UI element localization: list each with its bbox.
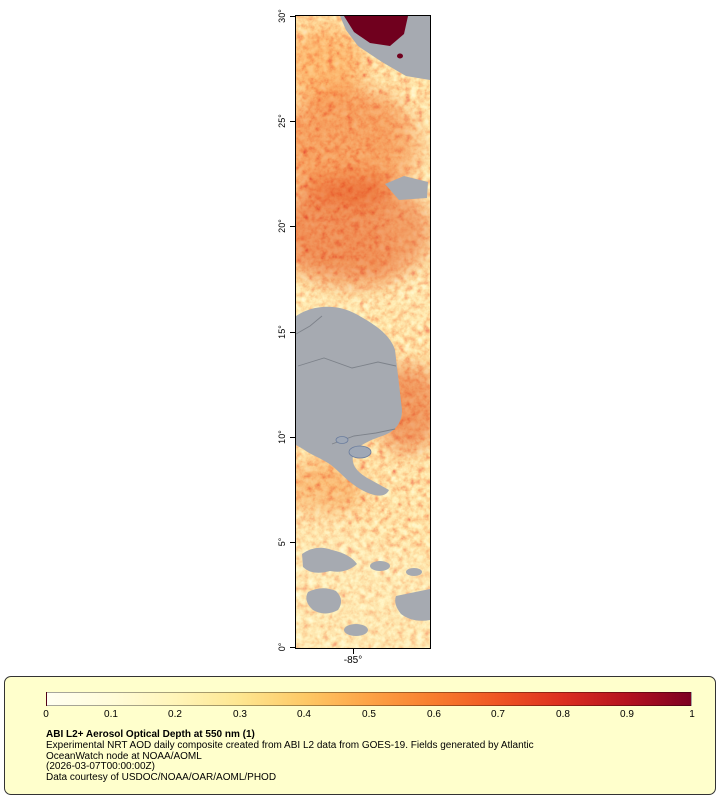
colorbar-tick-label: 0.6 bbox=[427, 709, 441, 720]
no-data-region bbox=[296, 16, 430, 636]
y-axis-label: 15° bbox=[277, 325, 287, 339]
y-axis-label: 25° bbox=[277, 114, 287, 128]
y-axis-label: 20° bbox=[277, 219, 287, 233]
colorbar-tick-label: 0.4 bbox=[297, 709, 311, 720]
legend-panel: 0 0.1 0.2 0.3 0.4 0.5 0.6 0.7 0.8 0.9 1 … bbox=[4, 676, 716, 795]
colorbar-tick-label: 0 bbox=[43, 709, 49, 720]
legend-title: ABI L2+ Aerosol Optical Depth at 550 nm … bbox=[46, 729, 255, 740]
colorbar bbox=[46, 692, 692, 706]
y-axis-label: 0° bbox=[277, 642, 287, 652]
tick-mark bbox=[353, 649, 354, 654]
legend-description: OceanWatch node at NOAA/AOML bbox=[46, 750, 202, 762]
legend-credit: Data courtesy of USDOC/NOAA/OAR/AOML/PHO… bbox=[46, 771, 277, 783]
colorbar-tick-label: 0.8 bbox=[556, 709, 570, 720]
lake-outline bbox=[335, 436, 372, 459]
colorbar-tick-label: 0.5 bbox=[362, 709, 376, 720]
colorbar-tick-label: 1 bbox=[689, 709, 695, 720]
y-axis-label: 5° bbox=[277, 537, 287, 547]
tick-mark bbox=[290, 331, 295, 333]
legend-description: Experimental NRT AOD daily composite cre… bbox=[46, 740, 534, 751]
tick-mark bbox=[290, 541, 295, 543]
tick-mark bbox=[290, 225, 295, 227]
colorbar-tick-label: 0.2 bbox=[168, 709, 182, 720]
colorbar-tick-label: 0.1 bbox=[104, 709, 118, 720]
tick-mark bbox=[290, 436, 295, 438]
colorbar-tick-label: 0.9 bbox=[620, 709, 634, 720]
legend-timestamp: (2026-03-07T00:00:00Z) bbox=[46, 761, 155, 772]
x-axis-label: -85° bbox=[343, 655, 363, 666]
y-axis-label: 30° bbox=[277, 9, 287, 23]
aod-map bbox=[295, 15, 431, 649]
colorbar-tick-label: 0.7 bbox=[491, 709, 505, 720]
smoke-plume bbox=[344, 16, 408, 59]
y-axis-label: 10° bbox=[277, 430, 287, 444]
tick-mark bbox=[290, 120, 295, 122]
colorbar-tick-label: 0.3 bbox=[233, 709, 247, 720]
tick-mark bbox=[290, 646, 295, 648]
aod-raster bbox=[296, 16, 430, 648]
tick-mark bbox=[290, 15, 295, 17]
